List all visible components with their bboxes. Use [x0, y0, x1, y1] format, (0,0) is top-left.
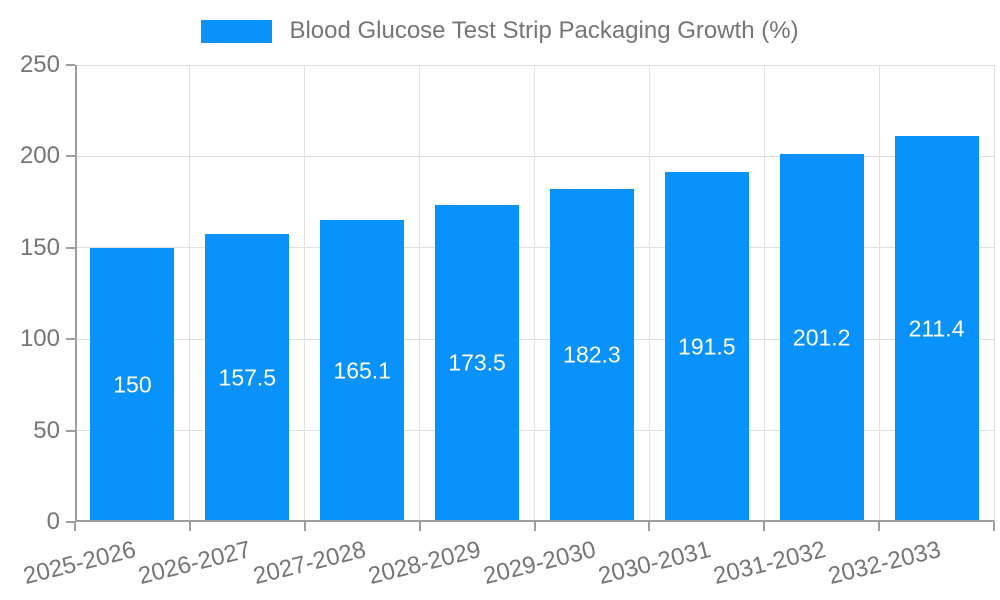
x-tick	[418, 522, 421, 531]
plot-area: 0 50 100 150 200 250 150 2025-2026 157.5 2026-202…	[20, 51, 995, 590]
y-tick-label: 250	[19, 51, 60, 78]
legend-swatch	[201, 19, 273, 43]
legend: Blood Glucose Test Strip Packaging Growt…	[0, 17, 1000, 45]
bar-label: 173.5	[448, 349, 506, 376]
x-tick	[188, 522, 191, 531]
x-axis-line	[75, 520, 994, 522]
x-tick-label: 2028-2029	[365, 536, 484, 590]
legend-label: Blood Glucose Test Strip Packaging Growt…	[289, 17, 799, 44]
x-tick	[303, 522, 306, 531]
bar[interactable]: 211.4	[894, 135, 979, 522]
y-tick-label: 200	[19, 142, 60, 170]
x-tick-label: 2031-2032	[710, 536, 829, 590]
bar[interactable]: 201.2	[779, 154, 864, 522]
v-gridline	[534, 65, 535, 522]
v-gridline	[878, 65, 880, 522]
bar-label: 201.2	[792, 324, 851, 351]
bar[interactable]: 157.5	[205, 234, 290, 522]
bar[interactable]: 191.5	[664, 171, 749, 522]
y-tick	[66, 64, 75, 66]
y-axis-line	[75, 65, 77, 522]
x-tick	[648, 522, 651, 531]
bar-label: 191.5	[678, 333, 736, 360]
bar[interactable]: 182.3	[549, 188, 634, 522]
x-tick-label: 2032-2033	[825, 536, 944, 590]
y-tick	[66, 155, 75, 158]
x-tick-label: 2030-2031	[595, 536, 714, 590]
x-tick-label: 2026-2027	[135, 536, 254, 590]
y-tick-label: 50	[33, 416, 60, 444]
bar-label: 182.3	[563, 341, 621, 368]
v-gridline	[304, 65, 306, 522]
x-tick-label: 2029-2030	[480, 536, 599, 590]
bar-label: 157.5	[218, 364, 277, 391]
bar-label: 165.1	[333, 357, 391, 384]
x-tick	[533, 522, 536, 531]
v-gridline	[189, 65, 191, 522]
v-gridline	[993, 65, 995, 522]
v-gridline	[419, 65, 421, 522]
y-tick	[66, 521, 75, 523]
y-tick	[66, 338, 75, 341]
x-tick-label: 2025-2026	[21, 536, 139, 590]
bar-label: 211.4	[908, 315, 965, 342]
x-tick	[993, 522, 995, 531]
x-tick-label: 2027-2028	[250, 536, 369, 590]
x-tick	[878, 522, 881, 531]
y-tick-label: 0	[46, 508, 60, 535]
v-gridline	[648, 65, 650, 522]
y-tick-label: 150	[19, 233, 60, 261]
v-gridline	[763, 65, 765, 522]
bar[interactable]: 173.5	[435, 204, 520, 522]
bar[interactable]: 165.1	[320, 220, 405, 522]
y-tick-label: 100	[19, 325, 60, 353]
bar-label: 150	[113, 371, 152, 398]
bar[interactable]: 150	[90, 247, 175, 522]
y-tick	[66, 246, 75, 249]
x-tick	[74, 522, 76, 531]
y-tick	[66, 429, 75, 432]
x-tick	[763, 522, 766, 531]
